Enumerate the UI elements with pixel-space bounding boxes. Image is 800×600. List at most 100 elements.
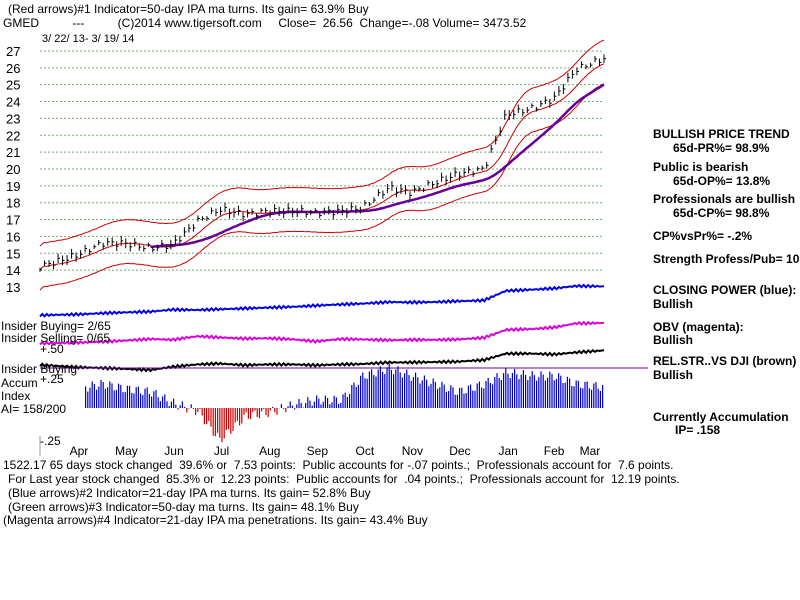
insider-buying-label: Insider Buying= 2/65 [1, 319, 111, 333]
accum-bar [320, 404, 322, 408]
accum-bar [582, 388, 584, 408]
accum-bar [157, 397, 159, 408]
accum-bar [115, 389, 117, 408]
accum-bar [487, 377, 489, 408]
accum-bar [265, 408, 267, 416]
accum-bar [382, 371, 384, 408]
accum-bar [569, 378, 571, 408]
accum-bar [236, 408, 238, 421]
accum-bar [131, 392, 133, 408]
accum-bar [516, 374, 518, 408]
accum-bar [346, 396, 348, 408]
accum-bar [298, 399, 300, 408]
accum-bar [96, 389, 98, 408]
accum-bar [331, 402, 333, 408]
accum-bar [371, 369, 373, 408]
accum-bar [214, 408, 216, 437]
accum-bar [562, 383, 564, 408]
accum-bar [276, 408, 278, 415]
accum-bar [349, 394, 351, 408]
accum-bar [461, 387, 463, 408]
accum-bar [355, 386, 357, 408]
accum-bar [203, 408, 205, 425]
accum-bar [118, 383, 120, 408]
x-tick-label: Jan [499, 444, 518, 458]
accum-bar [419, 383, 421, 408]
accum-bar [509, 378, 511, 408]
accum-bar [206, 408, 208, 425]
x-tick-label: Apr [70, 444, 89, 458]
accum-bar [181, 401, 183, 408]
accum-bar [472, 390, 474, 408]
long-moving-average [150, 83, 605, 249]
accum-bar [525, 374, 527, 408]
accum-bar [514, 369, 516, 408]
rel-strength-line [39, 348, 605, 373]
accum-bar [573, 386, 575, 408]
accum-bar [597, 388, 599, 408]
accum-bar [571, 385, 573, 408]
rel-str-status: Bullish [653, 368, 694, 382]
accum-bar [291, 405, 293, 408]
accum-bar [485, 381, 487, 408]
accum-bar [186, 408, 188, 413]
accum-bar [529, 376, 531, 408]
accum-bar [210, 408, 212, 427]
accum-bar [166, 401, 168, 408]
accum-bar [120, 384, 122, 408]
accum-bar [492, 384, 494, 408]
accum-bar [164, 394, 166, 408]
accum-bar [283, 408, 285, 409]
y-tick-label: 19 [6, 179, 20, 194]
accum-bar [309, 400, 311, 408]
accum-bar [527, 380, 529, 408]
accum-bar [577, 380, 579, 408]
y-tick-label: 16 [6, 229, 20, 244]
obv-line [39, 320, 605, 346]
accum-bar [360, 375, 362, 408]
minus25-label: -.25 [40, 434, 61, 448]
accum-bar [307, 397, 309, 408]
accum-bar [313, 401, 315, 408]
accum-bar [408, 375, 410, 408]
accum-bar [503, 373, 505, 408]
bullish-price-trend: BULLISH PRICE TREND [653, 127, 790, 141]
y-tick-label: 18 [6, 196, 20, 211]
accum-bar [404, 373, 406, 408]
accum-bar [93, 384, 95, 408]
accum-bar [168, 405, 170, 408]
y-tick-label: 14 [6, 263, 20, 278]
closing-power-line [39, 283, 605, 318]
accum-bar [498, 377, 500, 408]
accum-bar [228, 408, 230, 430]
accum-bar [454, 394, 456, 408]
pr-value: 65d-PR%= 98.9% [673, 141, 770, 155]
accum-bar [549, 371, 551, 408]
accum-bar [432, 378, 434, 408]
accum-bar [353, 382, 355, 408]
accum-bar [256, 408, 258, 417]
accum-bar [580, 387, 582, 408]
accum-bar [124, 392, 126, 408]
footer-line-1: 1522.17 65 days stock changed 39.6% or 7… [3, 458, 674, 472]
accum-bar [173, 398, 175, 408]
accum-bar [417, 377, 419, 408]
accum-bar [441, 381, 443, 408]
accum-bar [318, 398, 320, 408]
accum-bar [146, 387, 148, 408]
accum-bar [223, 408, 225, 439]
accum-bar [470, 384, 472, 408]
accum-bar [386, 367, 388, 408]
accum-bar [155, 390, 157, 408]
accum-bar [327, 397, 329, 408]
accum-bar [107, 387, 109, 408]
accum-bar [241, 408, 243, 424]
accum-bar [602, 384, 604, 408]
accum-bar [357, 384, 359, 408]
accum-bar [280, 404, 282, 408]
y-tick-label: 26 [6, 61, 20, 76]
accum-bar [410, 380, 412, 408]
lower-band [39, 83, 605, 291]
accum-bar [494, 377, 496, 408]
ai-label: AI= 158/200 [1, 402, 67, 416]
